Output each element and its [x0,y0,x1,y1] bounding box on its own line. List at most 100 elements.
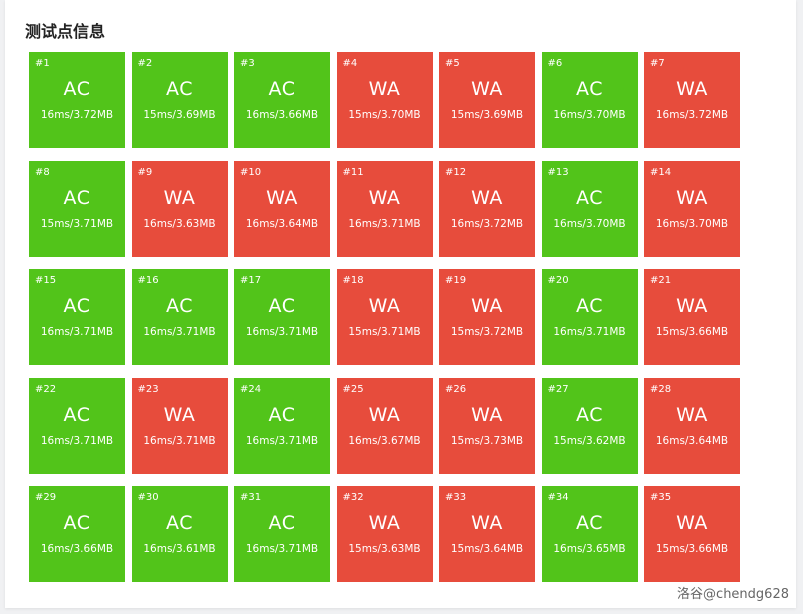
test-case-tile[interactable]: #2 AC 15ms/3.69MB [131,52,228,148]
test-case-time-memory: 16ms/3.65MB [553,543,626,555]
test-case-status: WA [471,295,503,317]
test-case-time-memory: 15ms/3.69MB [450,109,524,121]
test-case-time-memory: 16ms/3.66MB [40,543,114,555]
test-case-time-memory: 16ms/3.71MB [143,326,216,338]
test-case-time-memory: 15ms/3.66MB [655,326,729,338]
test-case-tile[interactable]: #28 WA 16ms/3.64MB [644,377,740,474]
test-case-status: WA [163,186,196,209]
test-case-tile[interactable]: #29 AC 16ms/3.66MB [29,486,125,582]
test-case-tile[interactable]: #32 WA 15ms/3.63MB [336,486,433,582]
test-case-number: #31 [240,492,262,503]
test-case-number: #8 [35,166,50,178]
test-case-time-memory: 16ms/3.61MB [143,543,216,555]
test-case-status: WA [471,512,503,534]
test-case-tile[interactable]: #24 AC 16ms/3.71MB [234,377,330,474]
test-case-number: #3 [240,58,255,69]
test-case-status: AC [268,295,296,317]
test-case-number: #25 [342,383,364,395]
test-case-tile[interactable]: #15 AC 16ms/3.71MB [29,269,125,365]
test-case-number: #34 [547,492,569,503]
test-case-number: #16 [137,275,159,286]
test-case-time-memory: 16ms/3.70MB [553,109,626,121]
test-case-number: #35 [650,492,672,503]
test-case-number: #15 [35,275,57,286]
test-case-tile[interactable]: #26 WA 15ms/3.73MB [439,377,535,474]
test-case-number: #4 [342,58,358,69]
test-case-time-memory: 16ms/3.71MB [348,217,421,230]
test-case-number: #9 [137,166,153,178]
test-case-tile[interactable]: #19 WA 15ms/3.72MB [439,269,535,365]
test-case-time-memory: 16ms/3.70MB [655,217,729,230]
test-case-tile[interactable]: #5 WA 15ms/3.69MB [439,52,535,148]
test-case-tile[interactable]: #10 WA 16ms/3.64MB [234,160,330,257]
test-case-tile[interactable]: #4 WA 15ms/3.70MB [336,52,433,148]
test-case-time-memory: 16ms/3.71MB [245,434,319,447]
test-case-tile[interactable]: #31 AC 16ms/3.71MB [234,486,330,582]
test-case-time-memory: 15ms/3.69MB [143,109,216,121]
test-case-time-memory: 16ms/3.71MB [245,543,319,555]
test-case-tile[interactable]: #20 AC 16ms/3.71MB [541,269,638,365]
test-case-time-memory: 16ms/3.72MB [40,109,114,121]
test-case-number: #6 [547,58,563,69]
test-case-tile[interactable]: #11 WA 16ms/3.71MB [336,160,433,257]
test-case-tile[interactable]: #30 AC 16ms/3.61MB [131,486,228,582]
test-case-status: WA [368,78,401,100]
test-case-tile[interactable]: #35 WA 15ms/3.66MB [644,486,740,582]
test-case-tile[interactable]: #12 WA 16ms/3.72MB [439,160,535,257]
test-case-number: #7 [650,58,665,69]
test-case-tile[interactable]: #21 WA 15ms/3.66MB [644,269,740,365]
test-case-time-memory: 16ms/3.71MB [553,326,626,338]
test-case-tile[interactable]: #22 AC 16ms/3.71MB [29,377,125,474]
test-case-status: AC [63,78,91,100]
test-case-tile[interactable]: #9 WA 16ms/3.63MB [131,160,228,257]
test-case-time-memory: 16ms/3.66MB [245,109,319,121]
test-case-status: AC [576,78,603,100]
test-case-status: WA [368,186,401,209]
test-case-number: #2 [137,58,153,69]
test-case-tile[interactable]: #34 AC 16ms/3.65MB [541,486,638,582]
test-case-tile[interactable]: #18 WA 15ms/3.71MB [336,269,433,365]
test-case-tile[interactable]: #14 WA 16ms/3.70MB [644,160,740,257]
test-case-status: WA [368,403,401,426]
test-case-time-memory: 16ms/3.64MB [655,434,729,447]
test-case-time-memory: 16ms/3.71MB [245,326,319,338]
test-case-tile[interactable]: #7 WA 16ms/3.72MB [644,52,740,148]
test-case-time-memory: 16ms/3.72MB [655,109,729,121]
test-case-time-memory: 15ms/3.73MB [450,434,524,447]
test-case-status: WA [676,295,708,317]
test-case-status: WA [368,295,401,317]
test-case-number: #17 [240,275,262,286]
test-case-tile[interactable]: #3 AC 16ms/3.66MB [234,52,330,148]
test-case-time-memory: 15ms/3.72MB [450,326,524,338]
test-case-tile[interactable]: #25 WA 16ms/3.67MB [336,377,433,474]
test-case-tile[interactable]: #1 AC 16ms/3.72MB [29,52,125,148]
test-case-number: #24 [240,383,262,395]
test-case-number: #1 [35,58,50,69]
test-case-time-memory: 15ms/3.71MB [40,217,114,230]
test-case-status: AC [268,403,296,426]
test-case-tile[interactable]: #6 AC 16ms/3.70MB [541,52,638,148]
test-case-time-memory: 15ms/3.63MB [348,543,421,555]
test-case-tile[interactable]: #27 AC 15ms/3.62MB [541,377,638,474]
test-case-time-memory: 16ms/3.67MB [348,434,421,447]
test-case-number: #5 [445,58,460,69]
test-case-tile[interactable]: #16 AC 16ms/3.71MB [131,269,228,365]
test-case-status: AC [268,512,296,534]
test-case-tile[interactable]: #33 WA 15ms/3.64MB [439,486,535,582]
test-case-panel: 测试点信息 #1 AC 16ms/3.72MB #2 AC 15ms/3.69MB #3 AC… [5,0,796,608]
test-case-status: WA [471,186,503,209]
test-case-time-memory: 16ms/3.63MB [143,217,216,230]
test-case-tile[interactable]: #13 AC 16ms/3.70MB [541,160,638,257]
test-case-number: #27 [547,383,569,395]
test-case-tile[interactable]: #8 AC 15ms/3.71MB [29,160,125,257]
test-case-time-memory: 16ms/3.71MB [143,434,216,447]
test-case-status: AC [166,512,193,534]
test-case-status: AC [63,512,91,534]
test-case-number: #12 [445,166,467,178]
test-case-number: #28 [650,383,672,395]
test-case-tile[interactable]: #17 AC 16ms/3.71MB [234,269,330,365]
test-case-status: WA [676,512,708,534]
test-case-number: #20 [547,275,569,286]
test-case-tile[interactable]: #23 WA 16ms/3.71MB [131,377,228,474]
test-case-number: #18 [342,275,364,286]
